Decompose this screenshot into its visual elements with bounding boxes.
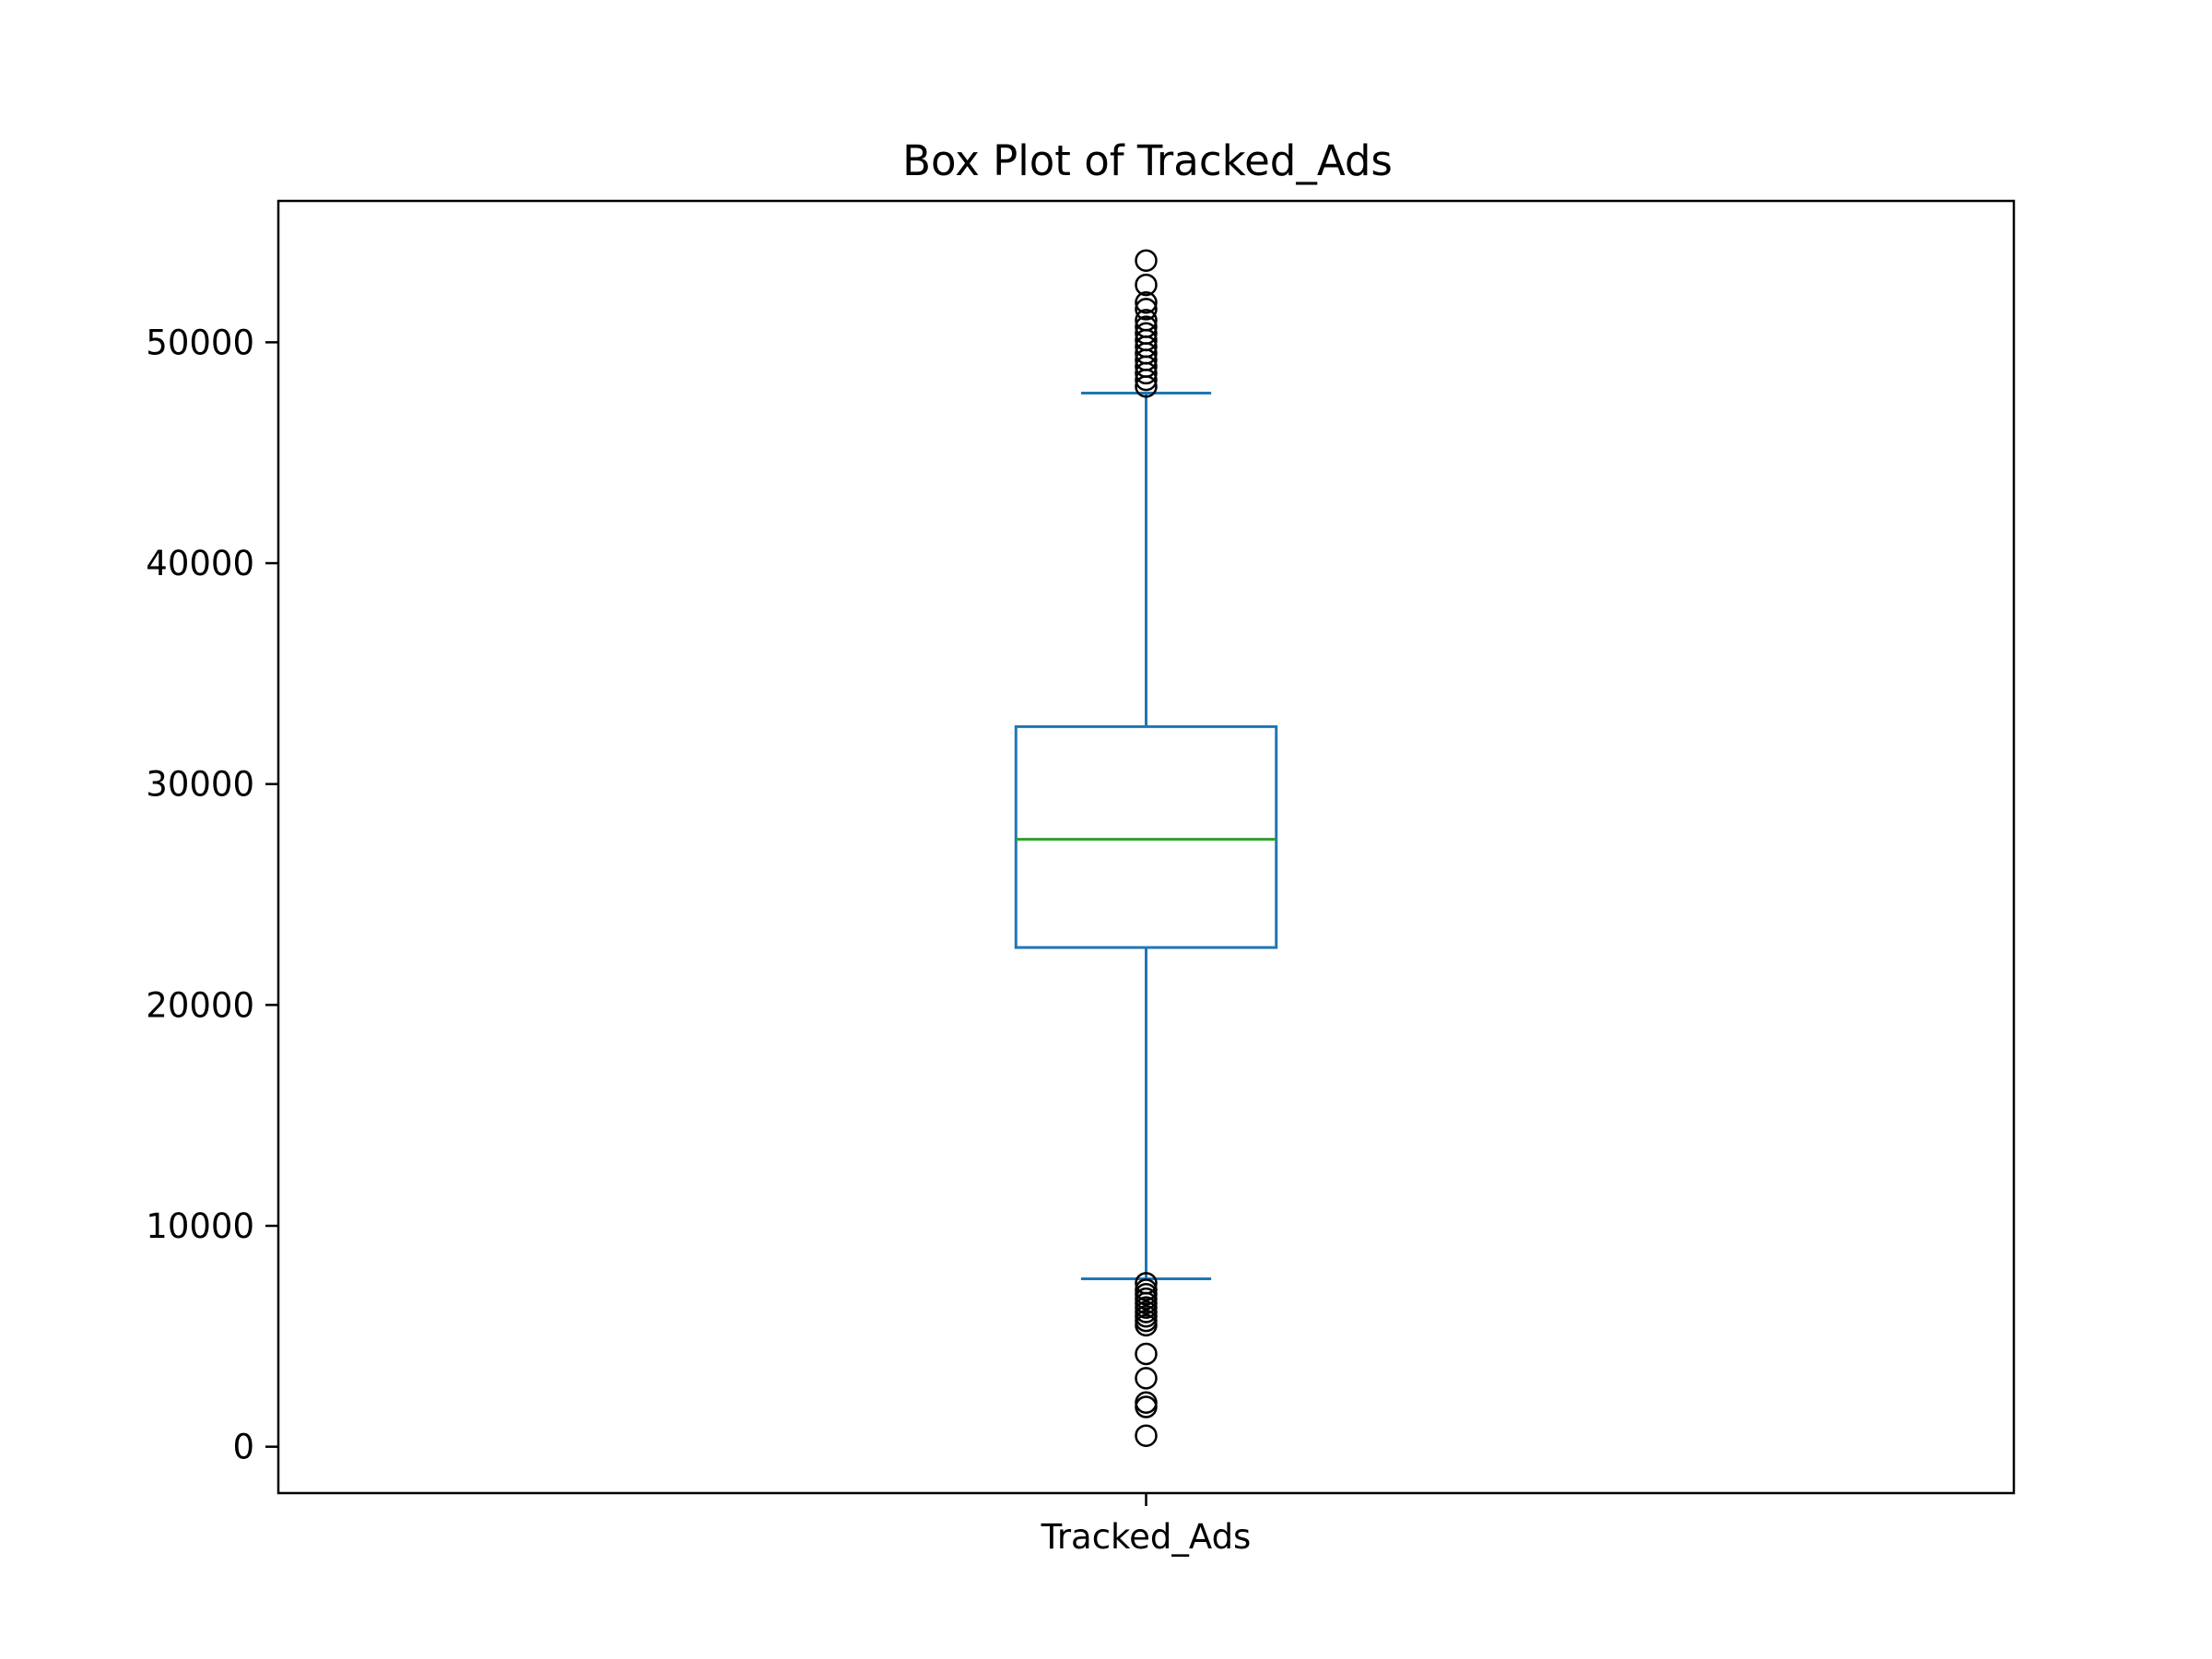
- outlier-point: [1135, 1424, 1158, 1447]
- y-tick-label: 0: [232, 1428, 254, 1467]
- outlier-point: [1135, 322, 1158, 346]
- outlier-point: [1135, 249, 1158, 272]
- outlier-point: [1135, 290, 1158, 314]
- outlier-point: [1135, 273, 1158, 297]
- y-tick-label: 20000: [146, 985, 254, 1025]
- y-tick-label: 50000: [146, 323, 254, 362]
- plot-area: 0 10000 20000 30000 40000 50000 Tracked_Ads: [146, 249, 1278, 1557]
- y-tick-label: 30000: [146, 765, 254, 805]
- outlier-point: [1135, 1313, 1158, 1337]
- outlier-point: [1135, 1395, 1158, 1418]
- outlier-point: [1135, 1391, 1158, 1414]
- x-tick-label: Tracked_Ads: [1041, 1517, 1252, 1557]
- outlier-point: [1135, 315, 1158, 338]
- y-tick-label: 10000: [146, 1206, 254, 1246]
- iqr-box: [1014, 724, 1278, 949]
- outlier-point: [1135, 1342, 1158, 1366]
- outlier-point: [1135, 298, 1158, 321]
- outlier-point: [1135, 309, 1158, 332]
- outlier-point: [1135, 1367, 1158, 1390]
- y-tick-label: 40000: [146, 544, 254, 583]
- chart-title: Box Plot of Tracked_Ads: [902, 136, 1393, 185]
- axes-frame: [276, 199, 2016, 1495]
